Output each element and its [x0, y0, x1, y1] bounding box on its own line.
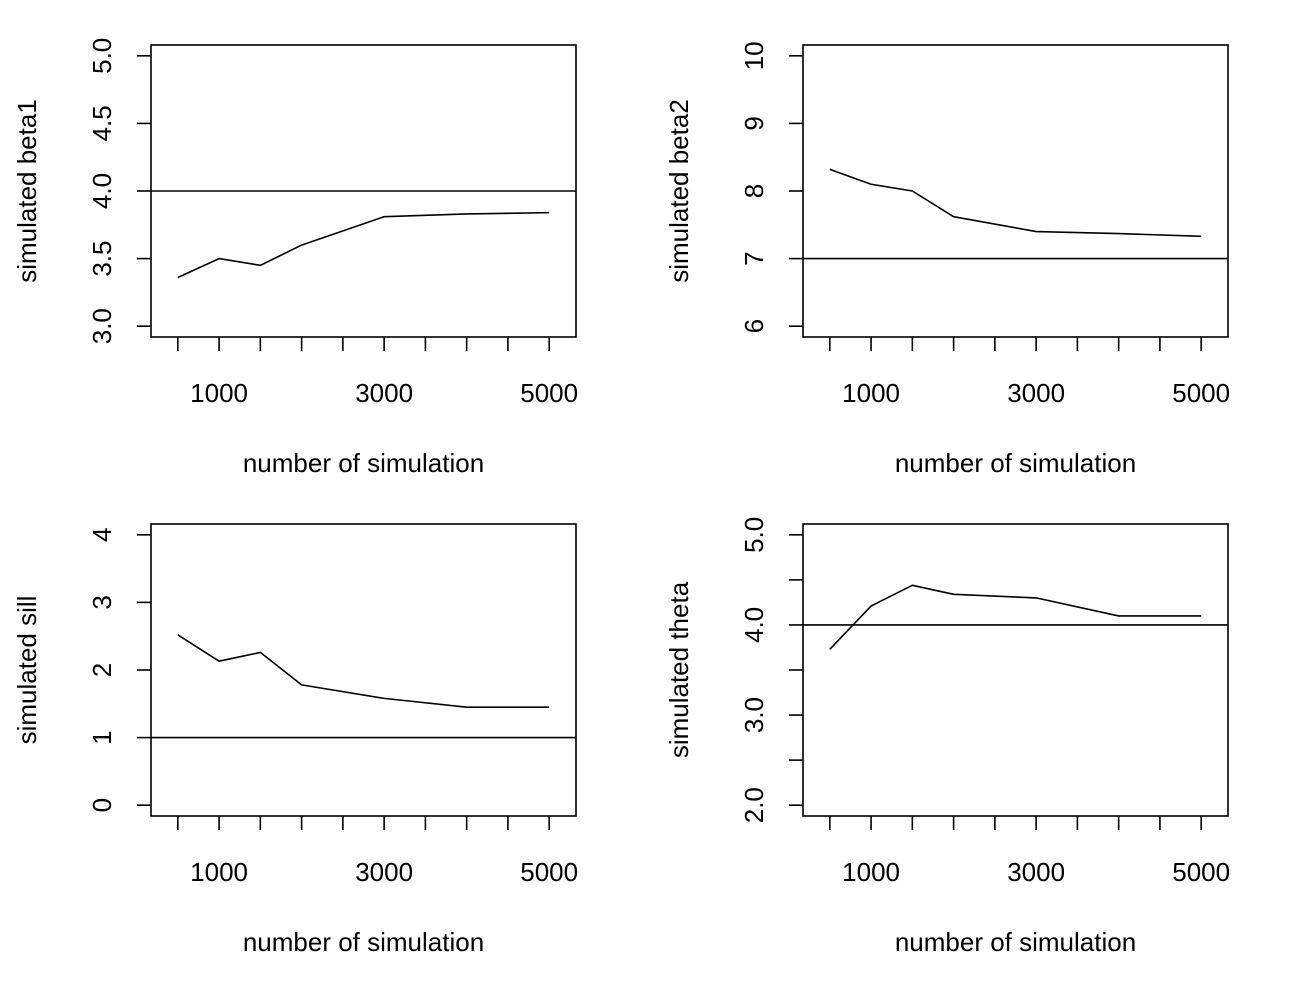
y-tick-label: 7 — [739, 251, 769, 265]
x-tick-label: 5000 — [520, 378, 578, 408]
x-tick-label: 3000 — [1007, 378, 1065, 408]
x-tick-label: 1000 — [842, 378, 900, 408]
y-tick-label: 9 — [739, 116, 769, 130]
y-tick-label: 1 — [87, 730, 117, 744]
plot-frame — [802, 523, 1229, 817]
y-axis-title: simulated theta — [664, 581, 694, 758]
y-tick-label: 3.5 — [87, 241, 117, 277]
y-tick-label: 4.5 — [87, 105, 117, 141]
plot-frame — [802, 44, 1229, 338]
series-line — [177, 211, 550, 279]
x-axis-title: number of simulation — [243, 448, 484, 478]
x-tick-label: 3000 — [355, 857, 413, 887]
x-tick-label: 5000 — [1172, 378, 1230, 408]
x-tick-label: 3000 — [355, 378, 413, 408]
y-tick-label: 6 — [739, 319, 769, 333]
plot-frame — [150, 523, 577, 817]
chart-panel-4: 1000 3000 5000 2.0 3.0 4.0 5.0 number of simula… — [664, 517, 1230, 957]
x-tick-label: 5000 — [1172, 857, 1230, 887]
y-tick-label: 5.0 — [739, 517, 769, 553]
x-tick-label: 3000 — [1007, 857, 1065, 887]
y-axis-title: simulated beta2 — [664, 99, 694, 283]
y-tick-label: 2 — [87, 663, 117, 677]
y-tick-label: 4 — [87, 528, 117, 542]
x-axis-title: number of simulation — [895, 927, 1136, 957]
y-tick-label: 3.0 — [87, 308, 117, 344]
y-axis-title: simulated beta1 — [12, 99, 42, 283]
y-tick-label: 3.0 — [739, 697, 769, 733]
series-line — [829, 168, 1202, 238]
y-tick-label: 8 — [739, 184, 769, 198]
chart-panel-1: 1000 3000 5000 3.0 3.5 4.0 4.5 5.0 number of sim… — [12, 38, 578, 478]
x-tick-label: 1000 — [190, 857, 248, 887]
series-line — [177, 634, 550, 708]
y-tick-label: 10 — [739, 41, 769, 70]
y-axis-title: simulated sill — [12, 596, 42, 745]
y-tick-label: 2.0 — [739, 787, 769, 823]
chart-panel-2: 1000 3000 5000 6 7 8 9 10 number of simulation si… — [664, 41, 1230, 478]
x-tick-label: 1000 — [190, 378, 248, 408]
y-tick-label: 5.0 — [87, 38, 117, 74]
x-tick-label: 5000 — [520, 857, 578, 887]
x-tick-label: 1000 — [842, 857, 900, 887]
y-tick-label: 0 — [87, 798, 117, 812]
x-axis-title: number of simulation — [243, 927, 484, 957]
series-line — [829, 584, 1202, 650]
y-tick-label: 3 — [87, 595, 117, 609]
y-tick-label: 4.0 — [87, 173, 117, 209]
x-axis-title: number of simulation — [895, 448, 1136, 478]
y-tick-label: 4.0 — [739, 607, 769, 643]
chart-panel-3: 1000 3000 5000 0 1 2 3 4 number of simulation sim… — [12, 523, 578, 957]
